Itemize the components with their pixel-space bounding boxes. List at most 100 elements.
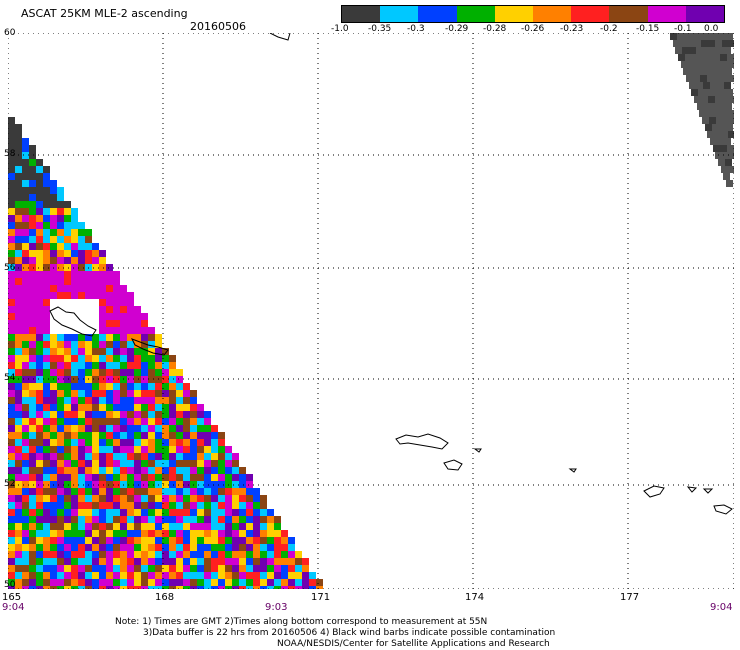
swath-cell xyxy=(15,467,22,474)
swath-cell xyxy=(246,586,253,589)
swath-cell xyxy=(267,530,274,537)
swath-cell xyxy=(85,418,92,425)
swath-cell xyxy=(127,306,134,313)
swath-cell xyxy=(85,474,92,481)
swath-cell xyxy=(8,222,15,229)
swath-cell xyxy=(134,334,141,341)
swath-cell xyxy=(134,558,141,565)
swath-cell xyxy=(148,579,155,586)
swath-cell xyxy=(218,523,225,530)
swath-cell xyxy=(267,516,274,523)
swath-cell xyxy=(127,460,134,467)
swath-cell xyxy=(712,89,719,96)
swath-cell xyxy=(113,418,120,425)
swath-cell xyxy=(106,432,113,439)
swath-cell xyxy=(183,432,190,439)
swath-cell xyxy=(705,124,712,131)
swath-cell xyxy=(719,33,726,40)
swath-cell xyxy=(71,474,78,481)
coastline-island xyxy=(686,486,698,493)
swath-cell xyxy=(36,572,43,579)
swath-cell xyxy=(43,572,50,579)
swath-cell xyxy=(141,572,148,579)
swath-cell xyxy=(148,523,155,530)
swath-cell xyxy=(92,572,99,579)
swath-cell xyxy=(22,530,29,537)
swath-cell xyxy=(113,292,120,299)
swath-cell xyxy=(120,502,127,509)
swath-cell xyxy=(155,516,162,523)
swath-cell xyxy=(239,579,246,586)
swath-cell xyxy=(29,229,36,236)
swath-cell xyxy=(36,453,43,460)
swath-cell xyxy=(64,509,71,516)
swath-cell xyxy=(71,558,78,565)
swath-cell xyxy=(176,579,183,586)
swath-cell xyxy=(29,215,36,222)
swath-cell xyxy=(246,502,253,509)
swath-cell xyxy=(92,495,99,502)
swath-cell xyxy=(71,229,78,236)
swath-cell xyxy=(22,362,29,369)
swath-cell xyxy=(155,586,162,589)
swath-cell xyxy=(197,551,204,558)
swath-cell xyxy=(29,166,36,173)
swath-cell xyxy=(197,579,204,586)
swath-cell xyxy=(64,523,71,530)
swath-cell xyxy=(190,446,197,453)
swath-cell xyxy=(85,348,92,355)
swath-cell xyxy=(29,586,36,589)
swath-cell xyxy=(71,348,78,355)
swath-cell xyxy=(127,362,134,369)
swath-cell xyxy=(162,362,169,369)
swath-cell xyxy=(141,369,148,376)
legend-tick-labels: -1.0 -0.35 -0.3 -0.29 -0.28 -0.26 -0.23 … xyxy=(331,23,726,36)
swath-cell xyxy=(148,397,155,404)
swath-cell xyxy=(113,306,120,313)
swath-cell xyxy=(120,516,127,523)
swath-cell xyxy=(36,523,43,530)
swath-cell xyxy=(85,439,92,446)
swath-cell xyxy=(99,348,106,355)
swath-cell xyxy=(113,320,120,327)
swath-cell xyxy=(162,369,169,376)
swath-cell xyxy=(29,236,36,243)
swath-cell xyxy=(702,61,709,68)
swath-cell xyxy=(260,509,267,516)
swath-cell xyxy=(246,530,253,537)
swath-cell xyxy=(190,551,197,558)
swath-cell xyxy=(288,572,295,579)
swath-cell xyxy=(675,47,682,54)
swath-cell xyxy=(29,355,36,362)
swath-cell xyxy=(162,481,169,488)
swath-cell xyxy=(78,523,85,530)
swath-cell xyxy=(36,222,43,229)
legend-swatch xyxy=(418,6,457,22)
swath-cell xyxy=(78,341,85,348)
legend-tick: 0.0 xyxy=(704,24,719,34)
swath-cell xyxy=(29,432,36,439)
swath-cell xyxy=(239,565,246,572)
swath-cell xyxy=(78,565,85,572)
swath-cell xyxy=(92,418,99,425)
swath-cell xyxy=(232,502,239,509)
swath-cell xyxy=(211,586,218,589)
swath-cell xyxy=(8,320,15,327)
swath-cell xyxy=(22,180,29,187)
swath-cell xyxy=(15,523,22,530)
swath-cell xyxy=(169,411,176,418)
swath-cell xyxy=(29,572,36,579)
swath-cell xyxy=(22,474,29,481)
swath-cell xyxy=(43,201,50,208)
swath-cell xyxy=(22,222,29,229)
swath-cell xyxy=(22,243,29,250)
swath-cell xyxy=(274,544,281,551)
swath-cell xyxy=(288,551,295,558)
swath-cell xyxy=(120,460,127,467)
swath-cell xyxy=(211,460,218,467)
swath-cell xyxy=(127,495,134,502)
swath-cell xyxy=(15,355,22,362)
swath-cell xyxy=(22,201,29,208)
swath-cell xyxy=(85,558,92,565)
swath-cell xyxy=(85,502,92,509)
